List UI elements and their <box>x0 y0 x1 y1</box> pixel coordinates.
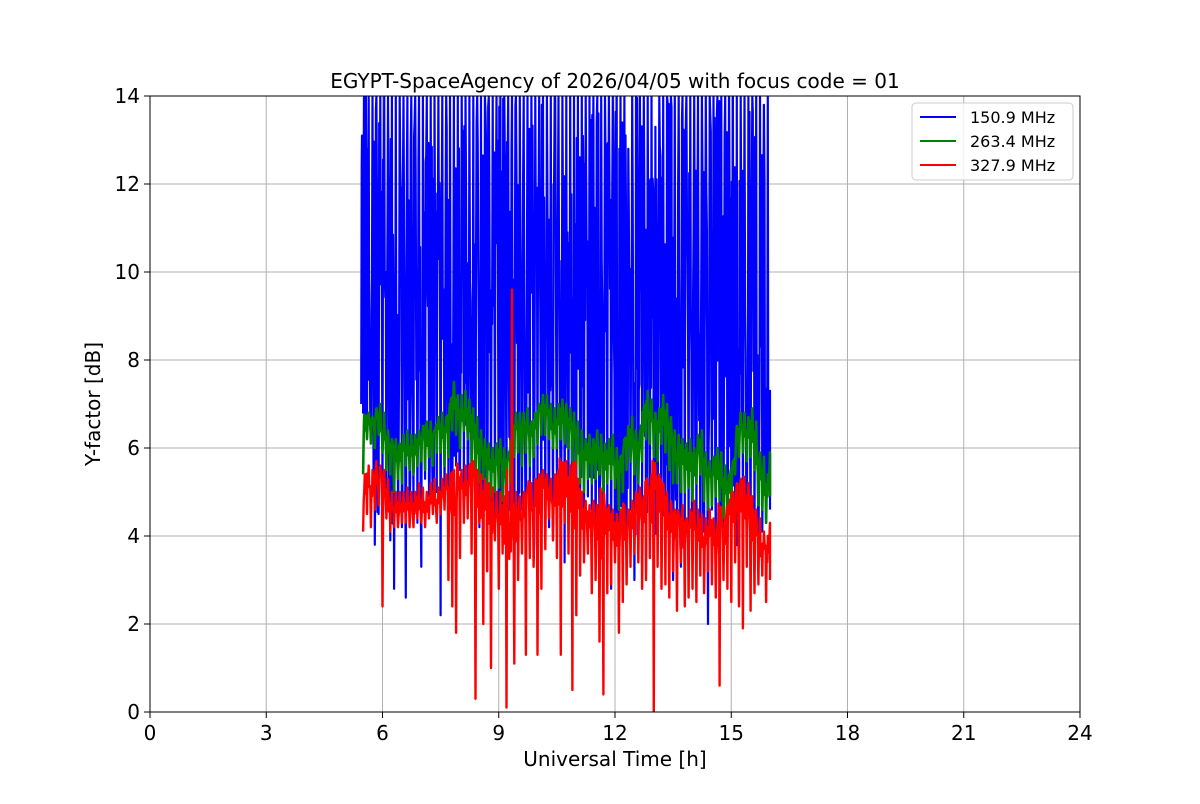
y-tick-label: 14 <box>115 84 140 108</box>
chart-title: EGYPT-SpaceAgency of 2026/04/05 with foc… <box>330 69 899 93</box>
x-tick-label: 21 <box>951 721 976 745</box>
y-tick-label: 6 <box>127 436 140 460</box>
y-axis-label: Y-factor [dB] <box>81 342 105 467</box>
series-trace <box>361 288 772 712</box>
y-tick-label: 8 <box>127 348 140 372</box>
legend-label-1: 150.9 MHz <box>970 108 1055 127</box>
x-tick-label: 3 <box>260 721 273 745</box>
x-tick-label: 12 <box>602 721 627 745</box>
legend-label-3: 327.9 MHz <box>970 156 1055 175</box>
series-line-2 <box>361 380 772 525</box>
y-tick-label: 2 <box>127 612 140 636</box>
y-tick-label: 10 <box>115 260 140 284</box>
series-line-3 <box>361 288 772 712</box>
x-axis: 0 3 6 9 12 15 18 21 24 <box>144 712 1093 745</box>
x-tick-label: 15 <box>719 721 744 745</box>
series-trace <box>361 380 772 525</box>
y-tick-label: 4 <box>127 524 140 548</box>
x-tick-label: 9 <box>492 721 505 745</box>
legend-label-2: 263.4 MHz <box>970 132 1055 151</box>
x-tick-label: 18 <box>835 721 860 745</box>
x-tick-label: 0 <box>144 721 157 745</box>
x-axis-label: Universal Time [h] <box>523 747 706 771</box>
y-tick-label: 12 <box>115 172 140 196</box>
x-tick-label: 24 <box>1067 721 1092 745</box>
plot-area <box>360 96 772 712</box>
legend: 150.9 MHz 263.4 MHz 327.9 MHz <box>911 102 1074 181</box>
x-tick-label: 6 <box>376 721 389 745</box>
legend-box <box>911 102 1074 181</box>
y-tick-label: 0 <box>127 700 140 724</box>
y-axis: 0 2 4 6 8 10 12 14 <box>115 84 150 724</box>
